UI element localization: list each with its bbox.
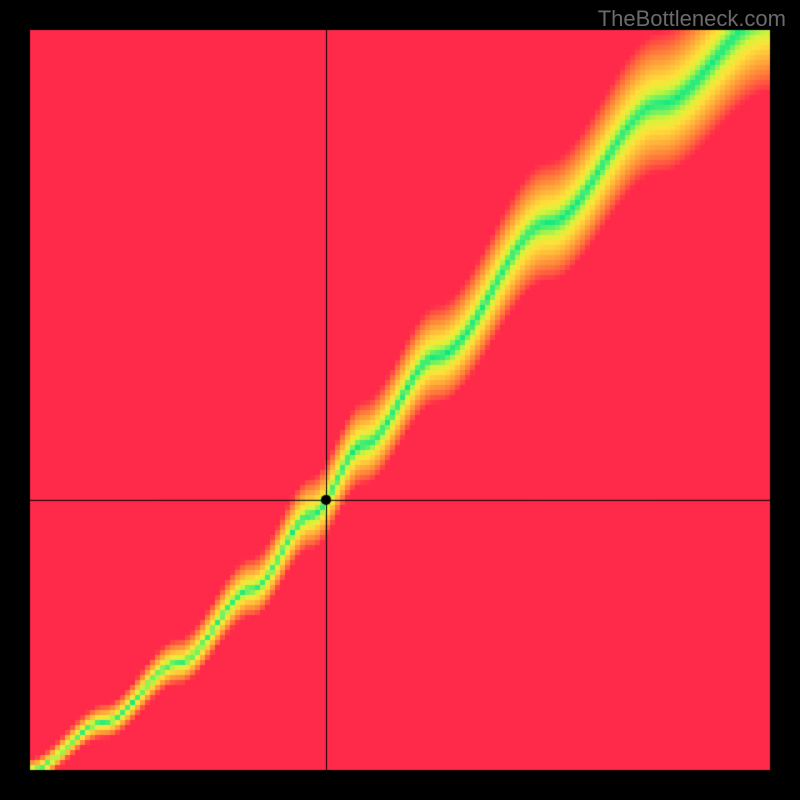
bottleneck-heatmap <box>0 0 800 800</box>
